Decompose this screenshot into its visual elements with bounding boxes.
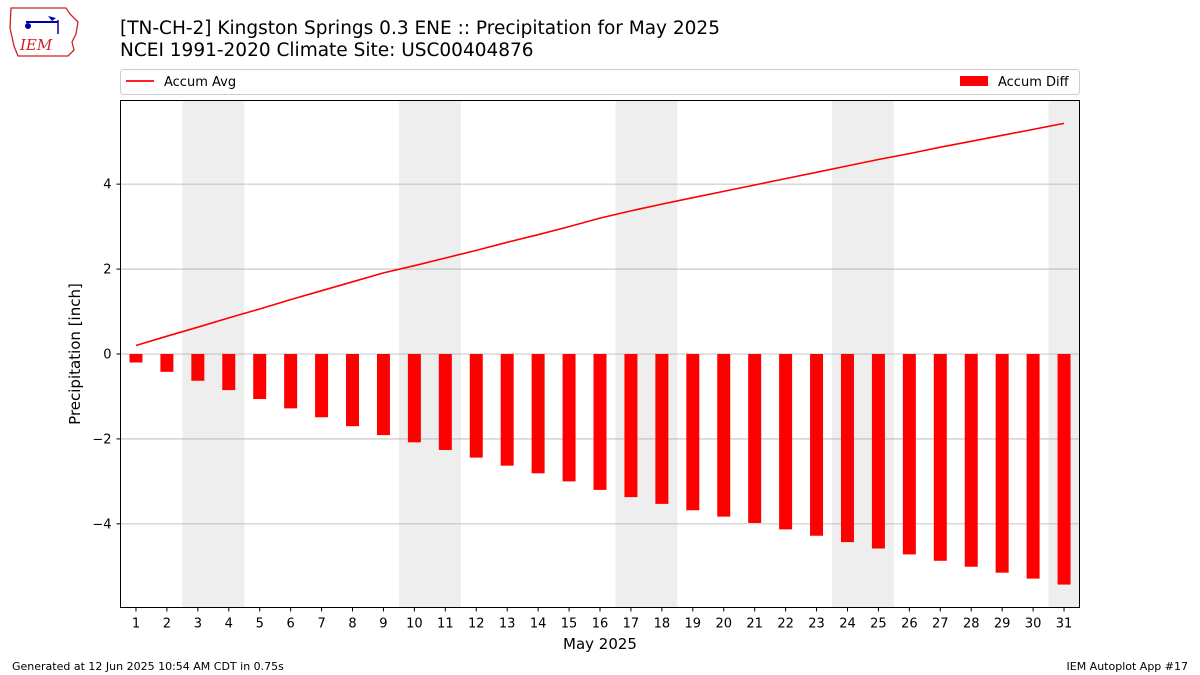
legend-bar-label: Accum Diff bbox=[998, 75, 1070, 90]
x-tick-label: 29 bbox=[994, 617, 1011, 632]
x-tick-label: 10 bbox=[406, 617, 423, 632]
accum-diff-bar bbox=[284, 354, 298, 409]
x-tick-label: 2 bbox=[163, 617, 171, 632]
accum-diff-bar bbox=[779, 354, 793, 530]
footer-generated: Generated at 12 Jun 2025 10:54 AM CDT in… bbox=[12, 660, 284, 673]
y-tick-label: −2 bbox=[92, 432, 111, 447]
x-tick-label: 24 bbox=[839, 617, 856, 632]
x-axis-label: May 2025 bbox=[563, 635, 637, 653]
accum-diff-bar bbox=[933, 354, 947, 561]
accum-diff-bars bbox=[129, 354, 1071, 585]
x-tick-label: 25 bbox=[870, 617, 887, 632]
chart-title: [TN-CH-2] Kingston Springs 0.3 ENE :: Pr… bbox=[120, 18, 720, 39]
x-tick-label: 16 bbox=[592, 617, 609, 632]
accum-diff-bar bbox=[253, 354, 267, 400]
chart-subtitle: NCEI 1991-2020 Climate Site: USC00404876 bbox=[120, 40, 534, 61]
legend-line-label: Accum Avg bbox=[164, 75, 236, 90]
accum-diff-bar bbox=[315, 354, 329, 418]
accum-diff-bar bbox=[902, 354, 916, 555]
legend: Accum Avg Accum Diff bbox=[120, 69, 1080, 95]
accum-diff-bar bbox=[748, 354, 762, 523]
accum-diff-bar bbox=[160, 354, 174, 372]
accum-diff-bar bbox=[531, 354, 545, 474]
y-tick-label: 0 bbox=[103, 348, 111, 363]
x-tick-label: 19 bbox=[685, 617, 702, 632]
x-tick-label: 1 bbox=[132, 617, 140, 632]
accum-diff-bar bbox=[191, 354, 205, 381]
x-tick-label: 9 bbox=[379, 617, 387, 632]
accum-diff-bar bbox=[840, 354, 854, 543]
accum-diff-bar bbox=[562, 354, 576, 482]
y-tick-label: 2 bbox=[103, 263, 111, 278]
y-axis-label: Precipitation [inch] bbox=[66, 283, 84, 425]
accum-diff-bar bbox=[1057, 354, 1071, 585]
accum-diff-bar bbox=[624, 354, 638, 498]
x-tick-label: 14 bbox=[530, 617, 547, 632]
legend-bar-swatch bbox=[960, 76, 988, 86]
x-tick-label: 15 bbox=[561, 617, 578, 632]
x-tick-label: 17 bbox=[623, 617, 640, 632]
x-axis-ticks: 1 2 3 4 5 6 7 8 9 10 11 12 13 14 15 16 17 18 19 20 21 22 23 24 2… bbox=[132, 607, 1073, 632]
accum-diff-bar bbox=[1026, 354, 1040, 579]
x-tick-label: 6 bbox=[287, 617, 295, 632]
accum-diff-bar bbox=[500, 354, 514, 466]
x-tick-label: 22 bbox=[777, 617, 794, 632]
x-tick-label: 30 bbox=[1025, 617, 1042, 632]
x-tick-label: 18 bbox=[654, 617, 671, 632]
x-tick-label: 13 bbox=[499, 617, 516, 632]
x-tick-label: 11 bbox=[437, 617, 454, 632]
accum-diff-bar bbox=[469, 354, 483, 458]
accum-diff-bar bbox=[407, 354, 421, 443]
x-tick-label: 21 bbox=[746, 617, 763, 632]
x-tick-label: 26 bbox=[901, 617, 918, 632]
x-tick-label: 20 bbox=[715, 617, 732, 632]
x-tick-label: 4 bbox=[225, 617, 233, 632]
accum-diff-bar bbox=[376, 354, 390, 436]
accum-diff-bar bbox=[686, 354, 700, 511]
accum-diff-bar bbox=[346, 354, 360, 427]
y-axis-ticks: −4 −2 0 2 4 bbox=[92, 178, 121, 532]
accum-diff-bar bbox=[222, 354, 236, 391]
x-tick-label: 23 bbox=[808, 617, 825, 632]
x-tick-label: 8 bbox=[348, 617, 356, 632]
accum-diff-bar bbox=[810, 354, 824, 536]
x-tick-label: 27 bbox=[932, 617, 949, 632]
accum-diff-bar bbox=[438, 354, 452, 450]
y-tick-label: −4 bbox=[92, 517, 111, 532]
accum-diff-bar bbox=[871, 354, 885, 549]
x-tick-label: 5 bbox=[256, 617, 264, 632]
x-tick-label: 12 bbox=[468, 617, 485, 632]
accum-diff-bar bbox=[717, 354, 731, 517]
x-tick-label: 28 bbox=[963, 617, 980, 632]
accum-diff-bar bbox=[593, 354, 607, 490]
accum-diff-bar bbox=[129, 354, 143, 363]
iem-logo: IEM bbox=[8, 6, 80, 64]
accum-avg-line bbox=[135, 122, 1065, 347]
x-tick-label: 7 bbox=[317, 617, 325, 632]
footer-app: IEM Autoplot App #17 bbox=[1066, 660, 1189, 673]
logo-text: IEM bbox=[19, 36, 53, 54]
accum-diff-bar bbox=[655, 354, 669, 504]
legend-box bbox=[120, 69, 1080, 95]
accum-diff-bar bbox=[995, 354, 1009, 573]
accum-diff-bar bbox=[964, 354, 978, 567]
y-tick-label: 4 bbox=[103, 178, 111, 193]
x-tick-label: 31 bbox=[1056, 617, 1073, 632]
x-tick-label: 3 bbox=[194, 617, 202, 632]
